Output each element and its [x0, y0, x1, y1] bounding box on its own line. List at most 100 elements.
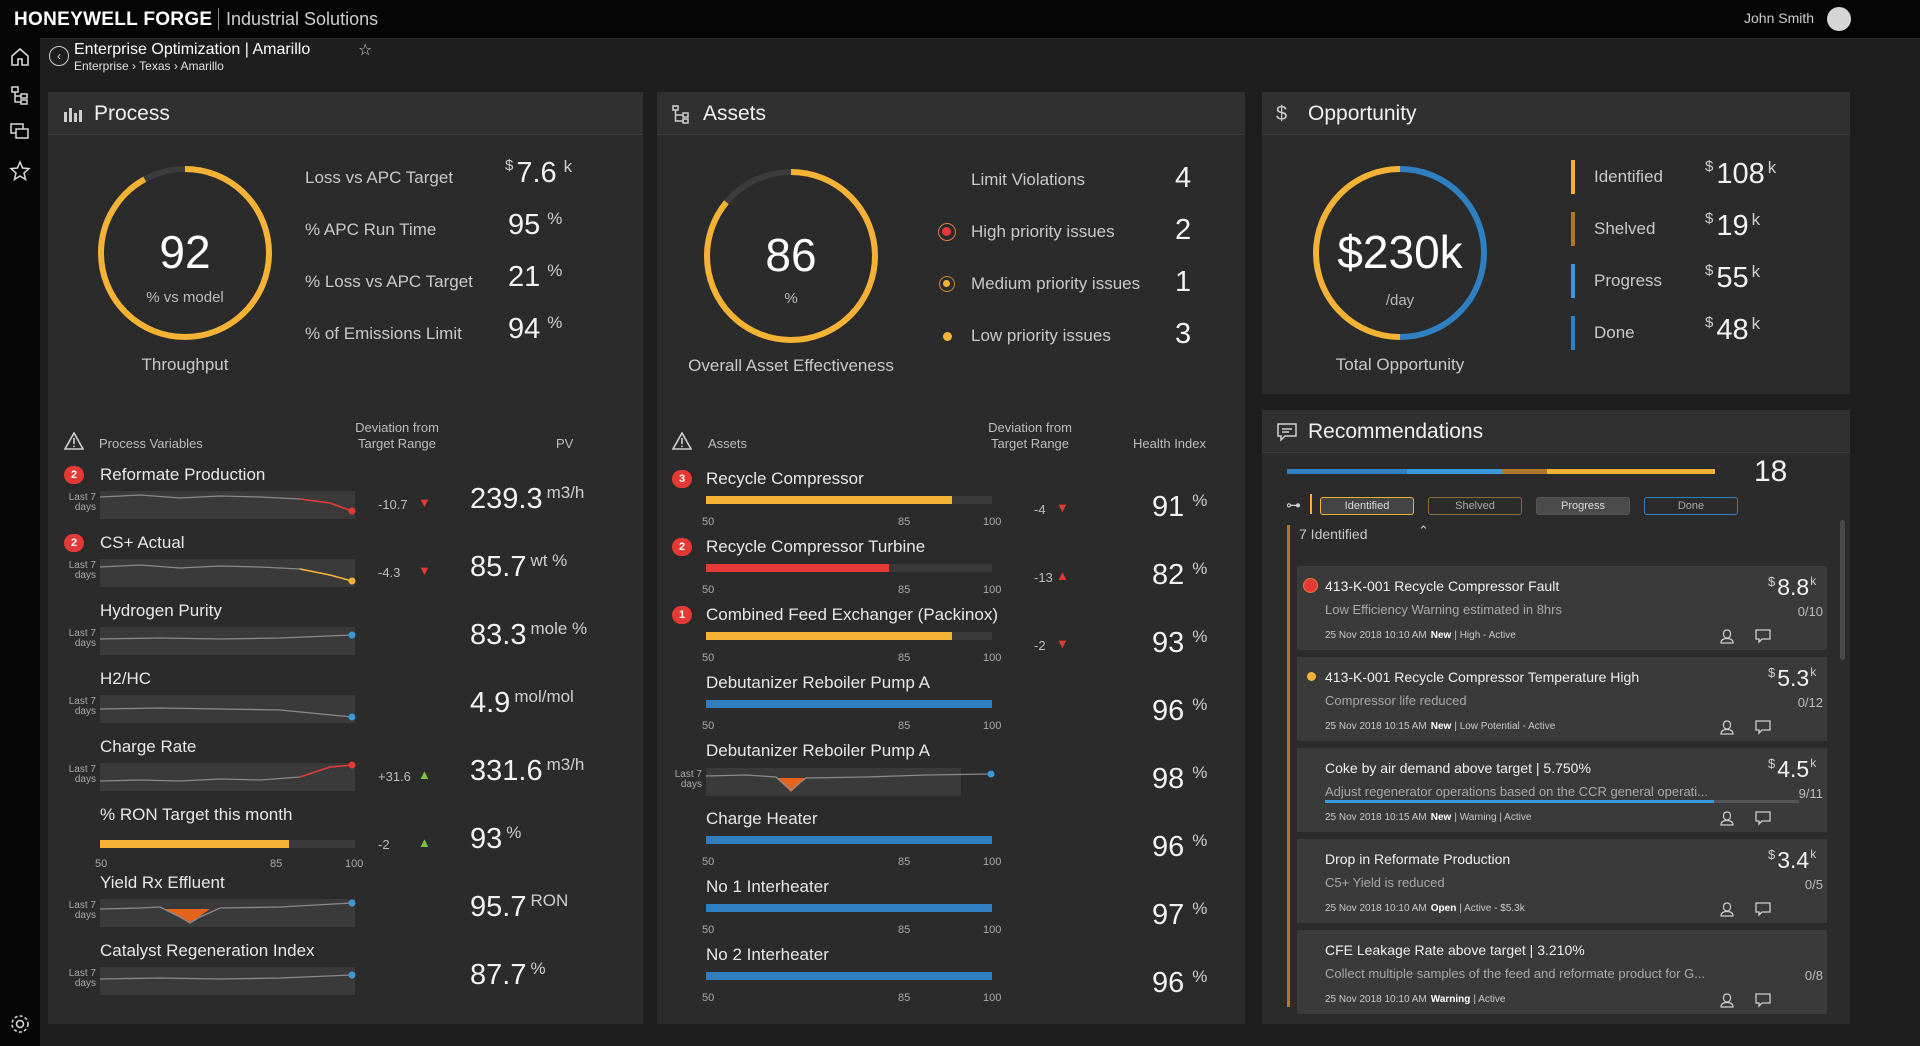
sparkline-chart [100, 971, 356, 980]
tick-label: 50 [702, 652, 715, 664]
filter-icon[interactable]: ⊶ [1286, 497, 1301, 514]
asset-name[interactable]: Debutanizer Reboiler Pump A [706, 673, 930, 692]
card-title[interactable]: 413-K-001 Recycle Compressor Fault [1325, 578, 1560, 594]
asset-stat-label[interactable]: Medium priority issues [971, 274, 1141, 293]
back-icon[interactable]: ‹ [49, 46, 69, 66]
opportunity-label[interactable]: Identified [1594, 167, 1663, 186]
process-variable-name[interactable]: H2/HC [100, 669, 152, 688]
assign-user-icon[interactable] [1719, 719, 1735, 735]
gear-icon[interactable] [9, 1013, 31, 1035]
assets-header: Assets [657, 92, 1245, 135]
asset-name[interactable]: Debutanizer Reboiler Pump A [706, 741, 930, 760]
recommendation-card[interactable] [1297, 748, 1827, 832]
comment-icon[interactable] [1754, 628, 1772, 644]
recommendation-card[interactable] [1297, 657, 1827, 741]
chip-shelved[interactable]: Shelved [1428, 497, 1522, 515]
brand-divider [218, 8, 219, 30]
card-status-bold: New [1430, 721, 1452, 732]
asset-name[interactable]: Recycle Compressor [706, 469, 864, 488]
tick-label: 50 [702, 720, 715, 732]
last-7-days-label: Last 7 days [62, 629, 96, 649]
tick-label: 100 [983, 652, 1002, 664]
opportunity-label[interactable]: Done [1594, 323, 1635, 342]
opportunity-color-bar [1571, 160, 1575, 194]
issue-badge: 3 [672, 470, 692, 488]
windows-icon[interactable] [9, 120, 31, 142]
process-variable-name[interactable]: Hydrogen Purity [100, 601, 222, 620]
card-title[interactable]: CFE Leakage Rate above target | 3.210% [1325, 942, 1585, 958]
health-unit: % [1192, 695, 1208, 714]
asset-name[interactable]: Recycle Compressor Turbine [706, 537, 926, 556]
comment-icon[interactable] [1754, 719, 1772, 735]
opportunity-panel: $ Opportunity [1262, 92, 1850, 394]
card-title[interactable]: Coke by air demand above target | 5.750% [1325, 760, 1591, 776]
sparkline-chart [100, 899, 356, 924]
card-title[interactable]: Drop in Reformate Production [1325, 851, 1511, 867]
asset-stat-label[interactable]: Limit Violations [971, 170, 1086, 189]
collapse-chevron-icon[interactable]: ⌃ [1418, 523, 1429, 538]
recommendation-card[interactable] [1297, 930, 1827, 1014]
breadcrumb-path[interactable]: Enterprise › Texas › Amarillo [74, 59, 224, 73]
chip-done[interactable]: Done [1644, 497, 1738, 515]
user-name[interactable]: John Smith [1744, 10, 1815, 26]
process-variable-name[interactable]: Charge Rate [100, 737, 197, 756]
health-unit: % [1192, 831, 1208, 850]
card-status-bold: Warning [1430, 994, 1471, 1005]
recommendations-count: 18 [1754, 455, 1788, 488]
chip-progress[interactable]: Progress [1536, 497, 1630, 515]
card-title[interactable]: 413-K-001 Recycle Compressor Temperature… [1325, 669, 1640, 685]
process-variable-name[interactable]: Catalyst Regeneration Index [100, 941, 315, 960]
process-variable-name[interactable]: CS+ Actual [100, 533, 185, 552]
process-variable-name[interactable]: % RON Target this month [100, 805, 293, 824]
last-7-days-line1: Last 7 [674, 769, 702, 780]
asset-name[interactable]: Charge Heater [706, 809, 818, 828]
asset-stat-label[interactable]: High priority issues [971, 222, 1115, 241]
card-time: 25 Nov 2018 10:10 AM [1325, 994, 1427, 1005]
medium-priority-dot-icon [939, 276, 955, 292]
issue-badge: 2 [672, 538, 692, 556]
high-priority-dot-icon [1303, 578, 1318, 593]
high-priority-dot-icon [938, 223, 956, 241]
assign-user-icon[interactable] [1719, 992, 1735, 1008]
recommendations-scrollbar[interactable] [1840, 520, 1845, 660]
comment-icon[interactable] [1754, 810, 1772, 826]
kpi-unit: k [563, 157, 573, 176]
deviation-value: -10.7 [378, 497, 408, 512]
opportunity-label[interactable]: Progress [1594, 271, 1663, 290]
assets-col-health: Health Index [1133, 436, 1206, 451]
card-time: 25 Nov 2018 10:15 AM [1325, 812, 1427, 823]
process-variable-name[interactable]: Reformate Production [100, 465, 266, 484]
process-variable-name[interactable]: Yield Rx Effluent [100, 873, 225, 892]
opportunity-label[interactable]: Shelved [1594, 219, 1656, 238]
recommendation-card[interactable] [1297, 839, 1827, 923]
favorite-star-icon[interactable]: ☆ [358, 42, 373, 59]
asset-name[interactable]: No 1 Interheater [706, 877, 829, 896]
assign-user-icon[interactable] [1719, 901, 1735, 917]
kpi-value: $7.6 k [505, 157, 615, 190]
avatar[interactable] [1827, 7, 1851, 31]
card-description: Collect multiple samples of the feed and… [1325, 966, 1706, 981]
home-icon[interactable] [9, 46, 31, 68]
asset-name[interactable]: No 2 Interheater [706, 945, 829, 964]
chip-identified[interactable]: Identified [1320, 497, 1414, 515]
kpi-label: % of Emissions Limit [305, 324, 462, 343]
assign-user-icon[interactable] [1719, 810, 1735, 826]
star-icon[interactable] [9, 160, 31, 182]
process-col-pv: PV [556, 436, 574, 451]
asset-name[interactable]: Combined Feed Exchanger (Packinox) [706, 605, 998, 624]
deviation-up-icon: ▲ [418, 767, 431, 782]
card-description: Adjust regenerator operations based on t… [1325, 784, 1709, 799]
warning-icon [63, 431, 85, 455]
opportunity-color-bar [1571, 264, 1575, 298]
comment-icon[interactable] [1754, 992, 1772, 1008]
comment-icon[interactable] [1754, 901, 1772, 917]
kpi-number: 95 [508, 209, 541, 241]
card-time: 25 Nov 2018 10:10 AM [1325, 630, 1427, 641]
assign-user-icon[interactable] [1719, 628, 1735, 644]
asset-stat-label[interactable]: Low priority issues [971, 326, 1111, 345]
hierarchy-icon[interactable] [9, 84, 31, 106]
low-priority-dot-icon [1307, 672, 1316, 681]
recommendation-card[interactable] [1297, 566, 1827, 650]
rec-bar-done [1287, 469, 1407, 474]
last-7-days-line2: days [680, 779, 702, 790]
